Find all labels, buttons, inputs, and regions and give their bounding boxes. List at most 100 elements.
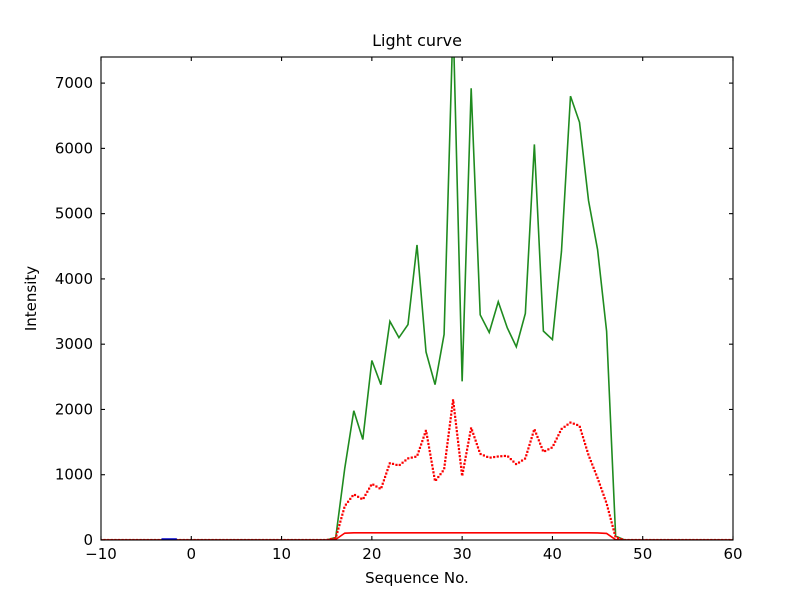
data-point — [554, 440, 557, 443]
data-point — [576, 423, 579, 427]
data-point — [382, 479, 386, 482]
data-point — [429, 453, 432, 456]
data-point — [364, 493, 367, 496]
data-point — [586, 449, 589, 453]
x-tick-label: 60 — [723, 545, 742, 563]
x-tick-label: 50 — [633, 545, 652, 563]
data-point — [445, 449, 448, 452]
data-point — [458, 455, 461, 458]
data-point — [340, 517, 343, 520]
data-point — [509, 458, 512, 461]
data-point — [603, 497, 606, 500]
y-tick-label: 3000 — [55, 335, 93, 353]
plot-area: −10 0 10 20 30 40 50 60010002000300040005000600… — [22, 31, 743, 587]
data-point — [459, 462, 462, 465]
data-point — [608, 514, 611, 517]
x-tick-label: 40 — [543, 545, 562, 563]
data-point — [473, 436, 476, 439]
data-point — [609, 517, 612, 521]
data-point — [341, 513, 344, 516]
data-point — [337, 527, 340, 530]
data-point — [449, 417, 452, 420]
data-point — [336, 530, 339, 534]
data-point — [620, 537, 623, 540]
data-point — [465, 448, 469, 451]
x-axis-title: Sequence No. — [365, 569, 469, 587]
data-point — [585, 446, 588, 449]
data-point — [445, 445, 449, 448]
data-point — [550, 446, 553, 449]
data-point — [417, 450, 420, 453]
data-point — [457, 440, 460, 443]
data-point — [579, 429, 582, 432]
data-point — [451, 406, 454, 409]
data-point — [333, 537, 336, 540]
chart-title: Light curve — [372, 31, 462, 50]
data-point — [349, 497, 352, 501]
data-point — [541, 449, 544, 452]
data-point — [580, 432, 584, 435]
data-point — [453, 408, 456, 411]
data-point — [456, 437, 459, 440]
data-point — [456, 433, 459, 436]
data-point — [422, 436, 425, 439]
data-point — [431, 467, 434, 470]
data-point — [503, 454, 507, 458]
data-point — [342, 510, 345, 513]
data-point — [467, 441, 470, 444]
data-point — [427, 446, 431, 449]
data-point — [596, 476, 599, 479]
data-point — [346, 500, 350, 503]
data-point — [547, 448, 550, 451]
data-point — [458, 451, 461, 454]
data-point — [460, 469, 463, 472]
data-point — [423, 433, 426, 436]
data-point — [381, 482, 384, 485]
x-tick-label: −10 — [85, 545, 117, 563]
data-point — [595, 473, 598, 476]
data-point — [447, 434, 450, 438]
data-point — [540, 445, 543, 449]
data-point — [450, 409, 453, 413]
data-point — [610, 521, 613, 524]
data-point — [532, 430, 535, 433]
data-point — [529, 440, 532, 443]
data-point — [555, 437, 558, 440]
data-point — [454, 415, 457, 418]
data-point — [443, 467, 446, 470]
x-tick-label: 30 — [453, 545, 472, 563]
data-point — [566, 423, 569, 426]
data-point — [531, 433, 534, 436]
data-point — [475, 442, 478, 446]
data-point — [472, 432, 475, 435]
data-point — [587, 453, 590, 456]
data-point — [604, 500, 608, 503]
data-point — [466, 445, 469, 448]
data-point — [476, 446, 480, 449]
data-point — [597, 480, 600, 483]
data-point — [535, 432, 538, 435]
data-point — [398, 463, 401, 467]
data-point — [512, 460, 515, 463]
y-tick-label: 1000 — [55, 466, 93, 484]
data-point — [465, 452, 468, 455]
data-point — [468, 434, 471, 437]
y-tick-label: 0 — [83, 531, 93, 549]
data-point — [469, 427, 473, 430]
data-point — [444, 459, 447, 463]
data-point — [360, 497, 363, 500]
data-point — [582, 439, 586, 442]
data-point — [598, 483, 602, 486]
data-point — [544, 449, 547, 453]
data-point — [407, 457, 410, 460]
data-point — [486, 455, 489, 458]
x-tick-label: 20 — [362, 545, 381, 563]
data-point — [433, 478, 436, 481]
data-point — [467, 437, 471, 441]
data-point — [536, 435, 539, 439]
data-point — [451, 402, 454, 406]
data-point — [416, 453, 419, 456]
data-point — [428, 449, 431, 453]
data-point — [338, 524, 341, 527]
